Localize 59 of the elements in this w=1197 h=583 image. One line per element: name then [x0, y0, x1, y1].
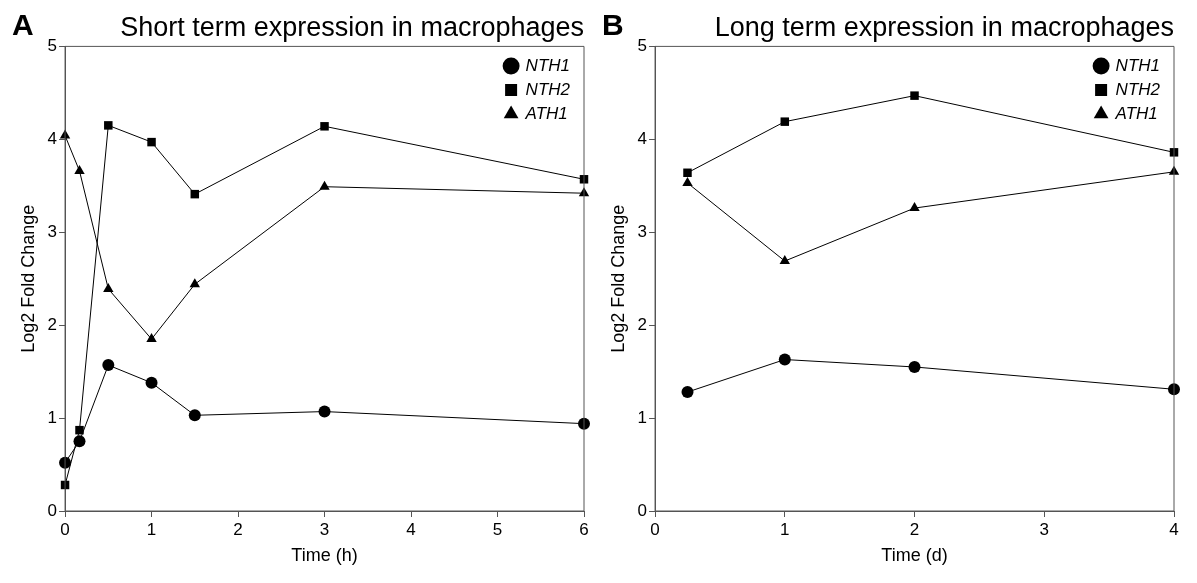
y-tick-label: 5 — [47, 36, 58, 56]
x-axis-title: Time (d) — [881, 545, 948, 566]
x-tick-label: 2 — [233, 519, 243, 539]
y-tick-label: 3 — [47, 221, 58, 241]
legend-label: NTH2 — [525, 79, 571, 99]
point — [145, 376, 158, 389]
y-tick-label: 4 — [637, 129, 648, 149]
point — [910, 91, 919, 100]
legend-label: NTH2 — [1115, 79, 1161, 99]
chart-title: Short term expression in macrophages — [120, 11, 584, 42]
x-tick-label: 3 — [1039, 519, 1049, 539]
y-tick-label: 2 — [637, 314, 648, 334]
y-axis-title: Log2 Fold Change — [607, 204, 628, 353]
point — [909, 202, 920, 212]
text: A — [12, 8, 34, 42]
point — [147, 137, 156, 147]
point — [319, 180, 330, 190]
legend-label: NTH1 — [1115, 55, 1161, 75]
point — [104, 121, 113, 130]
point — [320, 122, 329, 131]
y-tick-label: 1 — [637, 407, 648, 427]
y-tick-label: 0 — [47, 500, 58, 520]
point — [103, 282, 114, 292]
point — [908, 360, 921, 373]
point — [681, 386, 694, 399]
x-tick-label: 1 — [780, 519, 790, 539]
x-tick-label: 3 — [319, 519, 330, 539]
x-tick-label: 1 — [146, 519, 157, 539]
y-axis-title: Log2 Fold Change — [17, 204, 38, 353]
point — [189, 278, 200, 288]
point — [102, 359, 115, 372]
y-tick-label: 4 — [47, 129, 58, 149]
x-tick-label: 2 — [909, 519, 920, 539]
x-tick-label: 5 — [492, 519, 503, 539]
chart-title: Long term expression in macrophages — [714, 11, 1174, 42]
point — [73, 435, 86, 448]
x-tick-label: 4 — [1169, 519, 1179, 539]
point — [75, 425, 84, 435]
x-tick-label: 6 — [579, 519, 589, 539]
legend-label: ATH1 — [524, 103, 568, 123]
x-axis-title: Time (h) — [291, 545, 358, 566]
point — [683, 168, 692, 178]
legend-label: NTH1 — [525, 55, 571, 75]
point — [780, 117, 790, 126]
x-tick-label: 4 — [406, 519, 416, 539]
y-tick-label: 1 — [47, 407, 58, 427]
point — [779, 255, 790, 265]
y-tick-label: 3 — [637, 221, 648, 241]
y-tick-label: 2 — [47, 314, 58, 334]
y-tick-label: 5 — [637, 36, 648, 56]
point — [146, 333, 157, 343]
point — [188, 409, 201, 422]
point — [74, 164, 85, 174]
text: B — [602, 8, 624, 42]
y-tick-label: 0 — [637, 500, 648, 520]
point — [318, 405, 331, 418]
legend-label: ATH1 — [1114, 103, 1158, 123]
point — [682, 176, 693, 186]
point — [778, 353, 791, 366]
